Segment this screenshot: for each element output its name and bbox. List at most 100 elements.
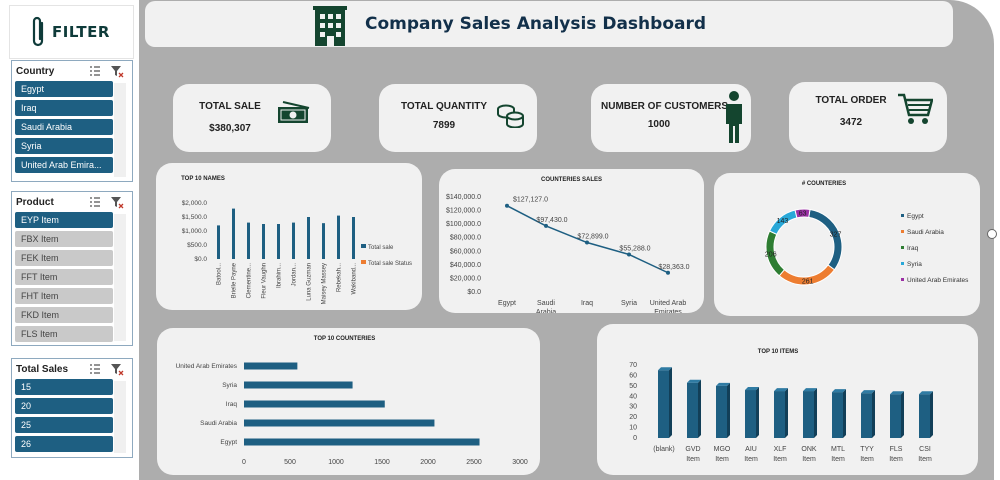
kpi-card-total-order <box>789 82 947 152</box>
x-tick-label: Rebekah... <box>337 263 343 292</box>
slicer-item[interactable]: FKD Item <box>15 307 113 323</box>
x-tick-label: MGO <box>714 446 731 453</box>
slicer-item[interactable]: 20 <box>15 398 113 414</box>
data-label: 63 <box>799 211 807 218</box>
clear-filter-icon[interactable] <box>110 195 124 209</box>
y-tick-label: $2,000.0 <box>182 200 208 207</box>
slicer-item[interactable]: Saudi Arabia <box>15 119 113 135</box>
paperclip-icon <box>32 16 44 47</box>
bar <box>307 217 310 259</box>
y-tick-label: Egypt <box>220 439 237 446</box>
bar <box>292 222 295 259</box>
cart-icon <box>898 93 933 124</box>
chart-title: TOP 10 COUNTERIES <box>313 336 376 342</box>
x-tick-label: (blank) <box>653 446 674 453</box>
x-tick-label: 2500 <box>466 459 482 466</box>
slicer-scrollbar[interactable] <box>114 83 126 177</box>
resize-handle[interactable] <box>987 229 997 239</box>
y-tick-label: $1,000.0 <box>182 228 208 235</box>
top10-items-chart: 0 10 20 30 40 50 60 70 (blank) GVD Item MGO Item AIU I… <box>629 362 933 463</box>
kpi-value: 7899 <box>432 120 456 131</box>
bar-top <box>658 367 672 371</box>
bar-side <box>814 388 817 438</box>
bar <box>687 382 698 438</box>
legend-swatch <box>361 260 366 264</box>
clear-filter-icon[interactable] <box>110 64 124 78</box>
slicer-item[interactable]: Egypt <box>15 81 113 97</box>
slicer-title: Product <box>16 196 54 208</box>
slicer-item[interactable]: 26 <box>15 436 113 452</box>
y-tick-label: $500.0 <box>187 242 207 249</box>
chart-card-counteries-count <box>714 173 980 316</box>
x-tick-label: Syria <box>621 300 637 307</box>
slicer-items: Egypt Iraq Saudi Arabia Syria United Arab Em… <box>15 81 113 176</box>
x-tick-label: Fleur Vaughn <box>262 263 268 299</box>
title-card <box>145 1 953 47</box>
x-tick-label: 500 <box>284 459 296 466</box>
slicer-item[interactable]: Syria <box>15 138 113 154</box>
bar-top <box>803 388 817 392</box>
legend-swatch <box>901 262 904 265</box>
chart-card-top10-names <box>156 163 422 310</box>
bar <box>832 392 843 438</box>
x-tick-label: CSI <box>919 446 931 453</box>
chart-title: TOP 10 ITEMS <box>757 349 799 355</box>
chart-title: TOP 10 NAMES <box>181 176 225 182</box>
x-tick-label: Wakiband... <box>352 263 358 295</box>
building-icon <box>313 6 347 46</box>
slicer-item[interactable]: EYP Item <box>15 212 113 228</box>
counteries-count-chart: 327 261 206 143 63 Egypt Saudi Arabia Iraq Syria… <box>765 208 969 286</box>
bar <box>322 223 325 259</box>
x-tick-label: Saudi <box>537 300 555 307</box>
x-tick-label: ONK <box>801 446 817 453</box>
slicer-scrollbar[interactable] <box>114 381 126 453</box>
x-tick-label: XLF <box>774 446 787 453</box>
bar <box>247 222 250 259</box>
slicer-country[interactable]: Country Egypt Iraq Saudi Arabia Syria United… <box>11 60 133 182</box>
filter-title: FILTER <box>52 23 110 41</box>
multi-select-icon[interactable] <box>88 64 102 78</box>
y-tick-label: $60,000.0 <box>450 248 481 255</box>
y-tick-label: 50 <box>629 383 637 390</box>
slicer-item[interactable]: Iraq <box>15 100 113 116</box>
y-tick-label: $80,000.0 <box>450 235 481 242</box>
slicer-scrollbar[interactable] <box>114 214 126 341</box>
kpi-value: 3472 <box>839 117 863 128</box>
slicer-item[interactable]: United Arab Emira... <box>15 157 113 173</box>
slicer-item[interactable]: FLS Item <box>15 326 113 342</box>
slicer-item[interactable]: 25 <box>15 417 113 433</box>
bar <box>352 217 355 259</box>
person-icon <box>726 91 742 143</box>
x-tick-label: 0 <box>242 459 246 466</box>
y-tick-label: 70 <box>629 362 637 369</box>
x-tick-label: Ibrahim... <box>277 263 283 288</box>
bar-side <box>843 389 846 438</box>
bar <box>716 385 727 438</box>
legend-label: Egypt <box>907 213 924 220</box>
slicer-item[interactable]: 15 <box>15 379 113 395</box>
multi-select-icon[interactable] <box>88 362 102 376</box>
y-tick-label: $20,000.0 <box>450 275 481 282</box>
x-tick-label: TYY <box>860 446 874 453</box>
bar-side <box>872 390 875 438</box>
page-title: Company Sales Analysis Dashboard <box>365 14 707 34</box>
kpi-card-customers <box>591 84 751 152</box>
data-point <box>627 252 631 257</box>
data-label: 143 <box>777 218 789 225</box>
slicer-item[interactable]: FBX Item <box>15 231 113 247</box>
slicer-item[interactable]: FFT Item <box>15 269 113 285</box>
slicer-item[interactable]: FHT Item <box>15 288 113 304</box>
bar-side <box>930 391 933 438</box>
clear-filter-icon[interactable] <box>110 362 124 376</box>
slicer-item[interactable]: FEK Item <box>15 250 113 266</box>
bar-side <box>901 391 904 438</box>
x-tick-label: 1000 <box>328 459 344 466</box>
bar-side <box>669 367 672 438</box>
y-tick-label: $0.0 <box>467 289 481 296</box>
multi-select-icon[interactable] <box>88 195 102 209</box>
y-tick-label: 30 <box>629 404 637 411</box>
slicer-product[interactable]: Product EYP Item FBX Item FEK Item FFT Item… <box>11 191 133 346</box>
x-tick-label: Jordan... <box>292 263 298 287</box>
x-tick-label: Item <box>773 456 787 463</box>
slicer-total-sales[interactable]: Total Sales 15 20 25 26 <box>11 358 133 458</box>
